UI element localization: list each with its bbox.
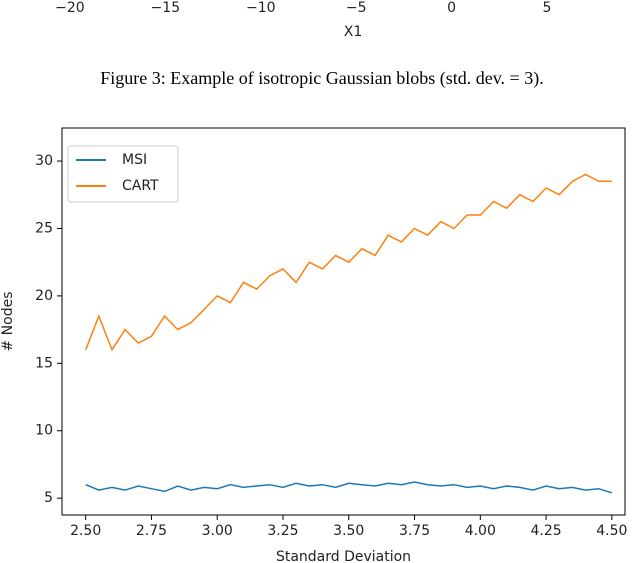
x-tick-label: 2.75	[136, 523, 167, 539]
x-tick-label: −20	[55, 0, 85, 16]
x-tick-label: −15	[151, 0, 181, 16]
x-tick-label: 4.00	[465, 523, 496, 539]
x-tick-label: 3.50	[333, 523, 364, 539]
x-axis-label: X1	[344, 24, 363, 40]
x-axis-label: Standard Deviation	[276, 549, 411, 563]
y-tick-label: 5	[44, 490, 53, 506]
x-tick-label: −5	[346, 0, 367, 16]
x-tick-label: 4.25	[530, 523, 561, 539]
x-tick-label: 5	[543, 0, 552, 16]
caption: Figure 3: Example of isotropic Gaussian …	[100, 68, 543, 89]
x-tick-label: 4.50	[596, 523, 627, 539]
x-tick-label: 3.00	[202, 523, 233, 539]
x-tick-label: 3.25	[267, 523, 298, 539]
y-tick-label: 30	[35, 153, 53, 169]
y-axis-label: # Nodes	[0, 291, 16, 351]
y-tick-label: 10	[35, 423, 53, 439]
legend-label: CART	[122, 178, 159, 194]
legend-label: MSI	[122, 152, 147, 168]
series-line	[85, 173, 612, 352]
y-tick-label: 25	[35, 220, 53, 236]
x-tick-label: 2.50	[70, 523, 101, 539]
series-line	[85, 481, 613, 494]
x-tick-label: −10	[246, 0, 276, 16]
y-tick-label: 15	[35, 355, 53, 371]
plot-frame	[61, 127, 626, 516]
x-tick-label: 3.75	[399, 523, 430, 539]
y-tick-label: 20	[35, 288, 53, 304]
x-tick-label: 0	[447, 0, 456, 16]
